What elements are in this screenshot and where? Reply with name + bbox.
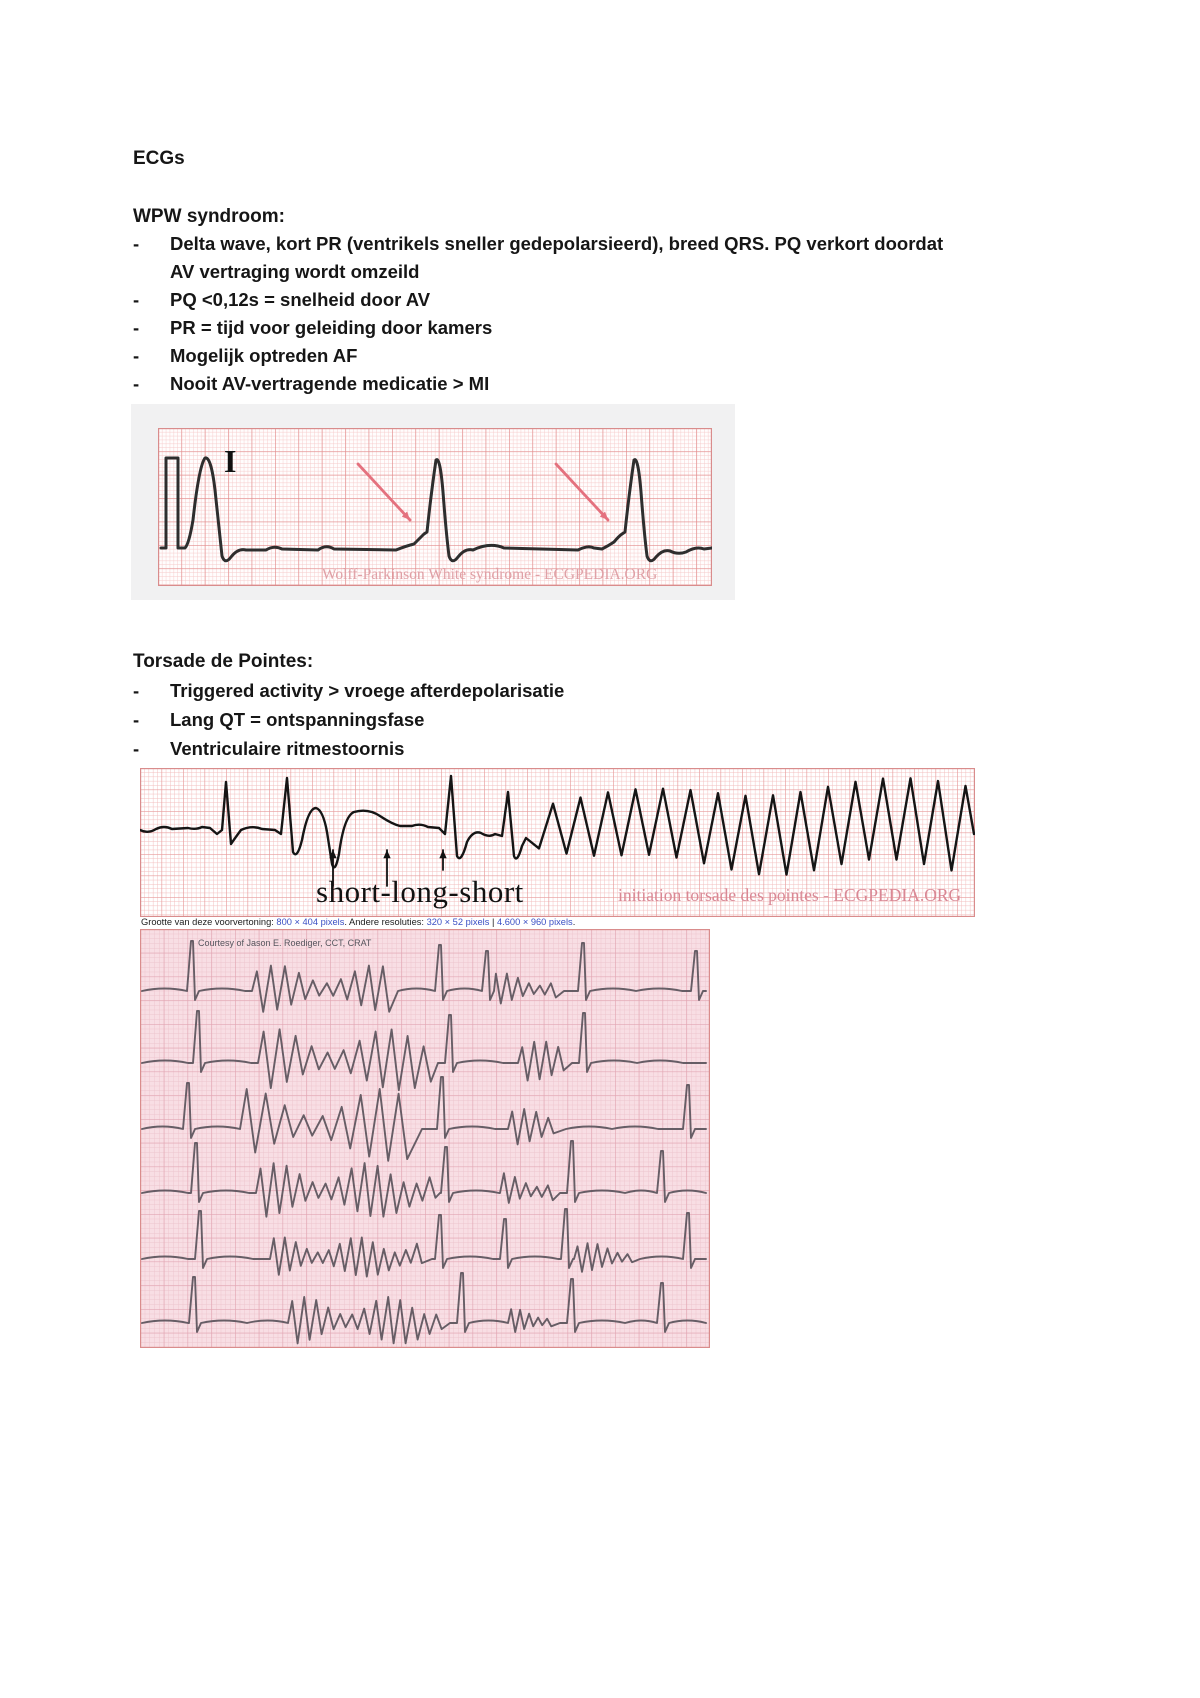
caption-text: . Andere resoluties: bbox=[344, 917, 427, 927]
bullet-marker: - bbox=[133, 289, 140, 310]
torsade-strip-graphic: short-long-short initiation torsade des p… bbox=[140, 768, 975, 917]
bullet-item: - PQ <0,12s = snelheid door AV bbox=[133, 286, 961, 314]
bullet-item: - Ventriculaire ritmestoornis bbox=[133, 734, 961, 763]
caption-link[interactable]: 800 × 404 pixels bbox=[276, 917, 345, 927]
torsade-section-heading: Torsade de Pointes: bbox=[133, 651, 314, 672]
page-title: ECGs bbox=[133, 148, 185, 169]
bullet-text: Delta wave, kort PR (ventrikels sneller … bbox=[170, 233, 944, 282]
bullet-marker: - bbox=[133, 709, 140, 730]
caption-link[interactable]: 320 × 52 pixels bbox=[426, 917, 490, 927]
wpw-lead-label: I bbox=[224, 443, 236, 479]
bullet-text: Nooit AV-vertragende medicatie > MI bbox=[170, 373, 490, 394]
bullet-marker: - bbox=[133, 317, 140, 338]
wpw-ecg-figure: I Wolff-Parkinson White syndrome - ECGPED… bbox=[131, 404, 735, 600]
wpw-section-heading: WPW syndroom: bbox=[133, 206, 285, 227]
caption-text: . bbox=[572, 917, 576, 927]
wpw-watermark: Wolff-Parkinson White syndrome - ECGPEDI… bbox=[322, 566, 657, 583]
bullet-item: - PR = tijd voor geleiding door kamers bbox=[133, 314, 961, 342]
bullet-text: PR = tijd voor geleiding door kamers bbox=[170, 317, 493, 338]
bullet-text: Triggered activity > vroege afterdepolar… bbox=[170, 680, 565, 701]
short-long-short-annotation: short-long-short bbox=[316, 874, 524, 909]
torsade-12lead-graphic: Courtesy of Jason E. Roediger, CCT, CRAT bbox=[140, 929, 710, 1348]
bullet-marker: - bbox=[133, 680, 140, 701]
bullet-item: - Mogelijk optreden AF bbox=[133, 342, 961, 370]
wpw-ecg-strip: I Wolff-Parkinson White syndrome - ECGPED… bbox=[158, 428, 712, 586]
bullet-text: Ventriculaire ritmestoornis bbox=[170, 738, 405, 759]
torsade-bullet-list: - Triggered activity > vroege afterdepola… bbox=[133, 676, 961, 763]
bullet-marker: - bbox=[133, 373, 140, 394]
bullet-marker: - bbox=[133, 233, 140, 254]
bullet-item: - Nooit AV-vertragende medicatie > MI bbox=[133, 370, 961, 398]
bullet-text: PQ <0,12s = snelheid door AV bbox=[170, 289, 431, 310]
bullet-marker: - bbox=[133, 345, 140, 366]
bullet-item: - Delta wave, kort PR (ventrikels sneller… bbox=[133, 230, 961, 286]
wpw-bullet-list: - Delta wave, kort PR (ventrikels sneller… bbox=[133, 230, 961, 398]
wpw-ecg-graphic: I Wolff-Parkinson White syndrome - ECGPED… bbox=[158, 428, 712, 586]
courtesy-label: Courtesy of Jason E. Roediger, CCT, CRAT bbox=[198, 938, 372, 948]
torsade-12lead-figure: Courtesy of Jason E. Roediger, CCT, CRAT bbox=[140, 929, 710, 1348]
bullet-marker: - bbox=[133, 738, 140, 759]
image-size-caption: Grootte van deze voorvertoning: 800 × 40… bbox=[141, 916, 741, 928]
bullet-text: Lang QT = ontspanningsfase bbox=[170, 709, 425, 730]
caption-link[interactable]: 4.600 × 960 pixels bbox=[496, 917, 573, 927]
bullet-item: - Triggered activity > vroege afterdepola… bbox=[133, 676, 961, 705]
caption-text: Grootte van deze voorvertoning: bbox=[141, 917, 277, 927]
caption-text: | bbox=[489, 917, 497, 927]
bullet-text: Mogelijk optreden AF bbox=[170, 345, 358, 366]
torsade-watermark: initiation torsade des pointes - ECGPEDI… bbox=[618, 885, 962, 905]
torsade-strip-figure: short-long-short initiation torsade des p… bbox=[140, 768, 975, 917]
bullet-item: - Lang QT = ontspanningsfase bbox=[133, 705, 961, 734]
